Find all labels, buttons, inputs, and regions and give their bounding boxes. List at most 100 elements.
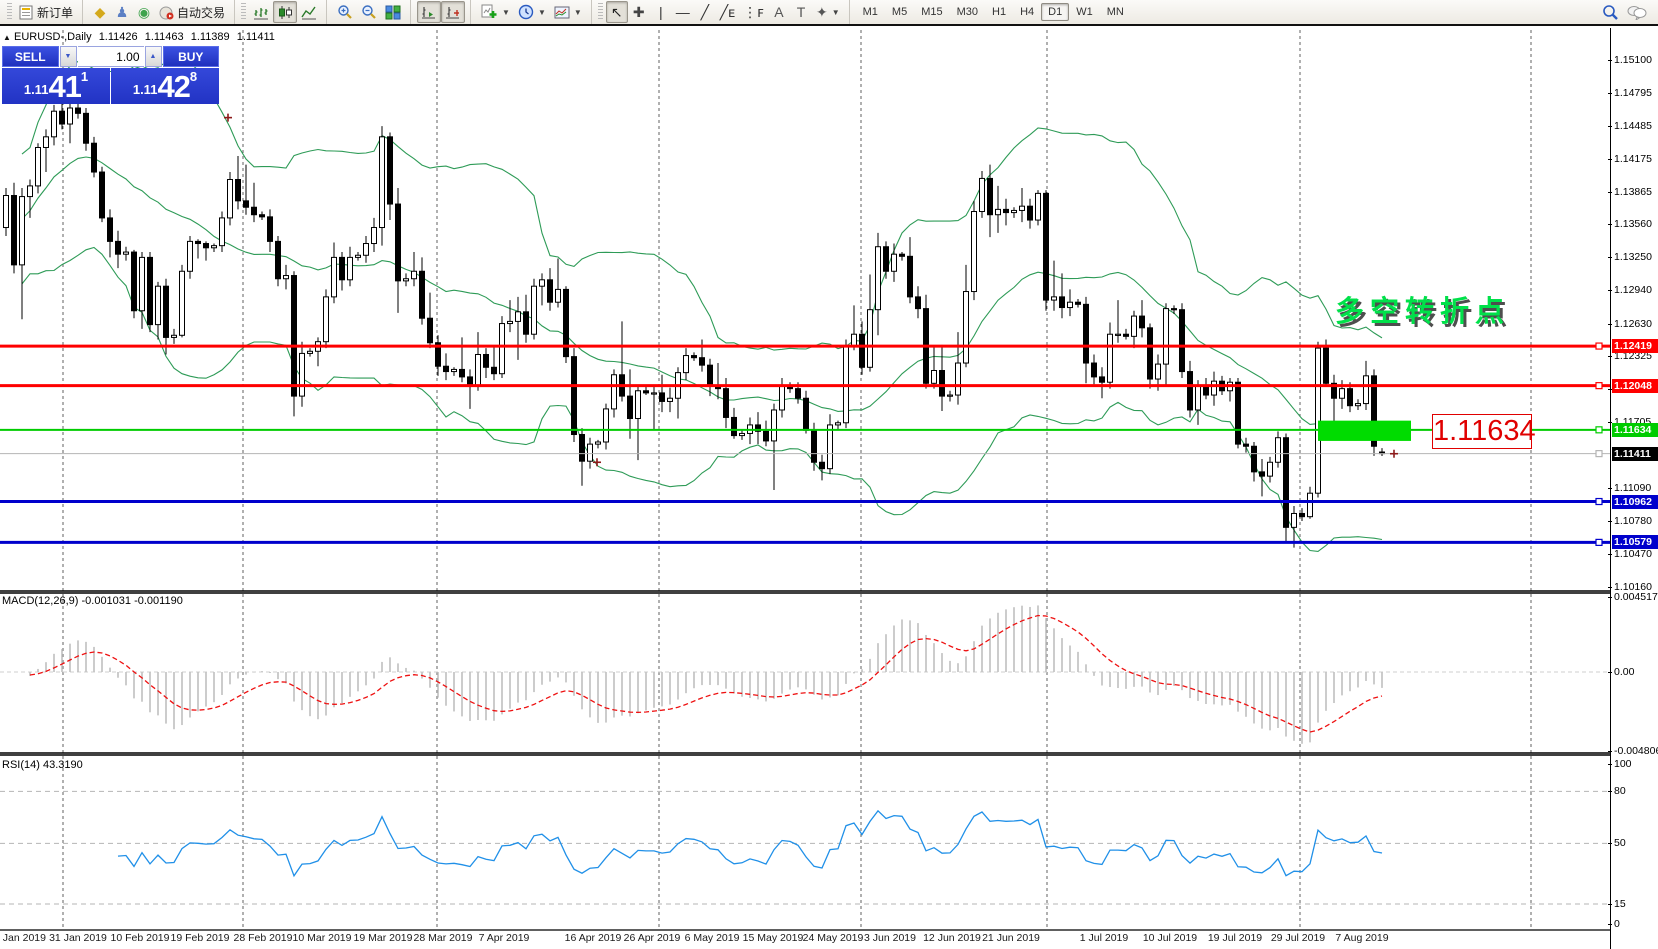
- chevron-down-icon[interactable]: ▼: [537, 7, 546, 17]
- toolbar-group-2: [234, 0, 324, 24]
- date-label: 7 Aug 2019: [1335, 932, 1389, 944]
- symbol-ohlc-line: EURUSD-,Daily 1.11426 1.11463 1.11389 1.…: [14, 31, 279, 43]
- date-label: 28 Feb 2019: [233, 932, 293, 944]
- date-label: 1 Jul 2019: [1079, 932, 1129, 944]
- bid-price-big: 41: [48, 69, 81, 104]
- vertical-line-icon[interactable]: |: [658, 4, 663, 20]
- axis-tick: 50: [1608, 837, 1626, 850]
- volume-decrease-button[interactable]: ▼: [59, 46, 77, 67]
- timeframe-d1[interactable]: D1: [1041, 3, 1070, 21]
- timeframe-mn[interactable]: MN: [1106, 6, 1124, 18]
- axis-tick: 1.10470: [1608, 548, 1652, 561]
- ask-price-sup: 8: [189, 69, 198, 84]
- sell-button[interactable]: SELL: [2, 46, 59, 67]
- date-label: 12 Jun 2019: [923, 932, 981, 944]
- date-label: 10 Mar 2019: [292, 932, 352, 944]
- ohlc-high: 1.11463: [144, 31, 184, 43]
- ask-price-small: 1.11: [132, 82, 158, 97]
- ohlc-open: 1.11426: [98, 31, 138, 43]
- toolbar-group-1: ◆ ♟ ◉ 自动交易: [82, 0, 232, 24]
- terminal-window-icon[interactable]: ♟: [115, 4, 129, 20]
- date-label: 19 Mar 2019: [353, 932, 413, 944]
- chart-shift-icon[interactable]: [441, 1, 466, 23]
- timeframe-m5[interactable]: M5: [891, 6, 908, 18]
- chevron-down-icon[interactable]: ▼: [573, 7, 582, 17]
- axis-tick: 1.10160: [1608, 581, 1652, 594]
- volume-input[interactable]: [77, 46, 144, 67]
- timeframe-h1[interactable]: H1: [992, 6, 1007, 18]
- bid-price-button[interactable]: 1.11 41 1: [2, 68, 110, 104]
- indicators-button[interactable]: ▼: [477, 1, 514, 23]
- toolbar-group-0: 新订单: [4, 0, 80, 24]
- axis-tick: 1.13250: [1608, 251, 1652, 264]
- axis-tick: 1.13865: [1608, 185, 1652, 198]
- zoom-in-icon[interactable]: [333, 1, 357, 23]
- ask-price-button[interactable]: 1.11 42 8: [111, 68, 219, 104]
- timeframe-h4[interactable]: H4: [1020, 6, 1035, 18]
- tile-windows-icon[interactable]: [381, 1, 405, 23]
- signal-icon[interactable]: ◉: [137, 4, 151, 20]
- date-label: 19 Jul 2019: [1207, 932, 1263, 944]
- one-click-trading-panel: SELL ▼ ▲ BUY 1.11 41 1 1.11 42 8: [2, 46, 219, 104]
- horizontal-line-icon[interactable]: —: [675, 4, 690, 20]
- timeframe-w1[interactable]: W1: [1076, 6, 1093, 18]
- date-label: 28 Mar 2019: [413, 932, 473, 944]
- date-label: 6 May 2019: [684, 932, 740, 944]
- panel-collapse-icon[interactable]: ▲: [3, 33, 11, 42]
- periods-button[interactable]: ▼: [514, 1, 550, 23]
- funnel-icon[interactable]: ◆: [94, 4, 106, 20]
- new-order-button-label: 新订单: [37, 5, 74, 20]
- text-label-icon[interactable]: T: [796, 4, 806, 20]
- chevron-down-icon[interactable]: ▼: [831, 7, 840, 17]
- axis-tick: 1.12325: [1608, 350, 1652, 363]
- arrows-icon[interactable]: ✦ ▼: [815, 4, 840, 20]
- axis-tick: 1.12630: [1608, 317, 1652, 330]
- chevron-down-icon[interactable]: ▼: [502, 7, 510, 17]
- templates-button[interactable]: ▼: [550, 1, 586, 23]
- fibonacci-icon[interactable]: ⋮ꜰ: [743, 4, 764, 20]
- toolbar-group-4: [410, 0, 468, 24]
- channel-icon[interactable]: ╱ᴇ: [719, 4, 736, 20]
- axis-tick: 0.004517: [1608, 591, 1658, 604]
- axis-tick: 1.14795: [1608, 86, 1652, 99]
- timeframe-m30[interactable]: M30: [956, 6, 978, 18]
- ohlc-low: 1.11389: [190, 31, 230, 43]
- volume-increase-button[interactable]: ▲: [144, 46, 162, 67]
- date-label: 3 Jun 2019: [864, 932, 916, 944]
- turning-point-annotation[interactable]: 多空转折点: [1334, 296, 1510, 328]
- timeframe-group: M1 M5 M15 M30 H1 H4 D1 W1 MN: [848, 0, 1134, 24]
- date-label: 15 May 2019: [742, 932, 804, 944]
- date-label: 24 May 2019: [802, 932, 864, 944]
- timeframe-m1[interactable]: M1: [862, 6, 878, 18]
- zoom-out-icon[interactable]: [357, 1, 381, 23]
- chat-icon[interactable]: [1623, 1, 1651, 23]
- level-price-label[interactable]: 1.11634: [1432, 414, 1536, 449]
- buy-button[interactable]: BUY: [162, 46, 219, 67]
- date-label: 21 Jun 2019: [982, 932, 1040, 944]
- text-icon[interactable]: A: [774, 4, 784, 20]
- price-badge: 1.11411: [1612, 446, 1658, 461]
- ohlc-close: 1.11411: [236, 31, 275, 43]
- auto-scroll-icon[interactable]: [417, 1, 442, 23]
- new-order-button[interactable]: 新订单: [15, 1, 77, 23]
- axis-tick: 15: [1608, 897, 1626, 910]
- bar-chart-icon[interactable]: [249, 1, 273, 23]
- price-axis[interactable]: 1.15100 1.14795 1.14485 1.14175 1.13865 1.135…: [1607, 28, 1658, 949]
- crosshair-icon[interactable]: ✚: [632, 4, 645, 20]
- date-label: 26 Apr 2019: [623, 932, 681, 944]
- toolbar-right-group: [1595, 0, 1654, 24]
- search-icon[interactable]: [1598, 1, 1623, 23]
- symbol-name: EURUSD-,Daily: [14, 31, 92, 43]
- autotrade-button[interactable]: 自动交易: [155, 1, 229, 23]
- cursor-icon[interactable]: ↖: [605, 1, 628, 23]
- toolbar-group-5: ▼ ▼ ▼: [470, 0, 589, 24]
- date-label: 2 Jan 2019: [0, 932, 46, 944]
- price-badge: 1.11634: [1612, 422, 1658, 437]
- line-chart-icon[interactable]: [297, 1, 321, 23]
- trendline-icon[interactable]: ╱: [700, 4, 710, 20]
- candlestick-chart-icon[interactable]: [273, 1, 298, 23]
- timeframe-m15[interactable]: M15: [921, 6, 943, 18]
